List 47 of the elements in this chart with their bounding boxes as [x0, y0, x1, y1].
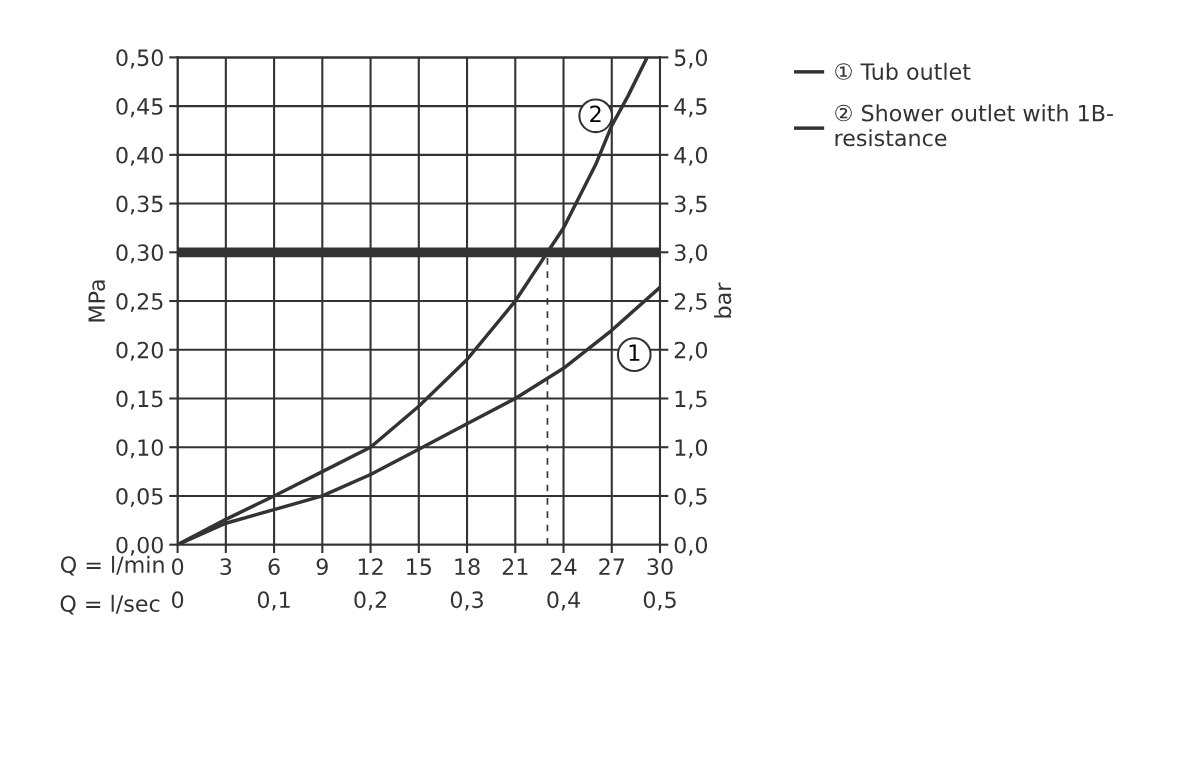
x-tick-label: 18	[455, 558, 480, 576]
x2-tick-label: 0,3	[450, 591, 483, 611]
y-tick-label: 0,00	[116, 536, 163, 556]
y2-tick-label: 0,0	[674, 536, 708, 556]
y2-tick-label: 1,5	[675, 390, 707, 410]
x-tick-label: 30	[647, 558, 673, 576]
y-axis-title: MPa	[88, 280, 106, 322]
y2-tick-label: 3,5	[674, 195, 707, 215]
x-tick-label: 21	[502, 558, 528, 575]
y-tick-label: 0,15	[116, 390, 163, 410]
y-tick-label: 0,20	[116, 341, 163, 361]
x2-tick-label: 0,4	[547, 591, 580, 611]
x2-tick-label: 0,2	[354, 591, 387, 611]
y2-tick-label: 4,0	[674, 146, 708, 166]
x-tick-label: 6	[268, 558, 280, 576]
x-axis-title: Q = l/min	[60, 555, 164, 576]
y2-tick-label: 2,0	[674, 341, 708, 361]
annotation: 2	[590, 105, 601, 122]
x-tick-label: 3	[220, 558, 232, 576]
legend-label: ① Tub outlet	[835, 62, 971, 80]
y-tick-label: 0,40	[116, 146, 163, 166]
y2-tick-label: 3,0	[674, 244, 708, 264]
x-tick-label: 12	[358, 558, 383, 575]
y2-tick-label: 1,0	[675, 439, 708, 459]
y-tick-label: 0,25	[116, 292, 163, 313]
x2-tick-label: 0	[172, 591, 184, 609]
y2-tick-label: 2,5	[674, 292, 707, 313]
y-tick-label: 0,45	[116, 98, 163, 118]
x-tick-label: 0	[172, 558, 184, 576]
annotation: 1	[629, 344, 640, 361]
x2-axis-title: Q = l/sec	[60, 594, 160, 615]
x2-tick-label: 0,1	[257, 591, 290, 611]
y-tick-label: 0,30	[116, 244, 163, 264]
legend-label: ② Shower outlet with 1B- resistance	[835, 104, 1113, 147]
x-tick-label: 24	[551, 558, 577, 575]
y2-tick-label: 5,0	[674, 49, 708, 69]
y2-tick-label: 4,5	[674, 98, 707, 118]
x-tick-label: 27	[599, 558, 624, 575]
x-tick-label: 9	[316, 558, 328, 576]
y2-axis-title: bar	[714, 282, 732, 318]
y-tick-label: 0,05	[116, 487, 163, 507]
y-tick-label: 0,10	[116, 439, 163, 459]
y-tick-label: 0,50	[116, 49, 163, 69]
y-tick-label: 0,35	[116, 195, 163, 215]
y2-tick-label: 0,5	[674, 487, 707, 507]
x2-tick-label: 0,5	[643, 591, 676, 611]
x-tick-label: 15	[407, 558, 431, 576]
